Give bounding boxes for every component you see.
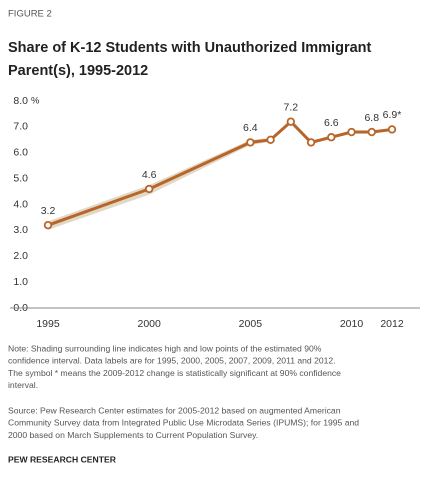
x-tick-label: 1995 (36, 318, 60, 330)
data-point (387, 125, 397, 134)
data-label: 6.4 (243, 122, 258, 134)
data-label: 6.9* (383, 109, 402, 121)
data-label: 6.8 (364, 112, 379, 124)
y-tick-label: 3.0 (13, 224, 28, 236)
y-unit: % (31, 96, 40, 107)
data-line (47, 120, 393, 227)
data-label: 7.2 (284, 101, 299, 113)
note: confidence interval. Data labels are for… (8, 356, 336, 366)
y-tick-label: 2.0 (13, 250, 28, 262)
data-label: 6.6 (324, 117, 339, 129)
x-tick-label: 2012 (380, 318, 404, 330)
x-tick-label: 2005 (239, 318, 263, 330)
data-point (367, 127, 376, 137)
data-point (286, 117, 296, 126)
data-label: 4.6 (142, 169, 157, 181)
note: The symbol * means the 2009-2012 change … (8, 368, 341, 378)
x-tick-label: 2000 (137, 318, 161, 330)
data-point (347, 127, 356, 137)
source: 2000 based on March Supplements to Curre… (8, 430, 258, 440)
y-tick-label: 8.0 (13, 95, 28, 107)
data-point (327, 133, 336, 142)
data-point (144, 184, 154, 194)
source: Community Survey data from Integrated Pu… (8, 418, 359, 428)
y-tick-label: 7.0 (13, 121, 28, 133)
chart-title: Share of K-12 Students with Unauthorized… (8, 40, 372, 56)
credit: PEW RESEARCH CENTER (8, 454, 117, 464)
note: Note: Shading surrounding line indicates… (8, 343, 322, 353)
data-label: 3.2 (41, 205, 56, 217)
data-point (266, 135, 275, 145)
data-point (306, 138, 316, 147)
data-point (246, 138, 255, 147)
chart-title: Parent(s), 1995-2012 (8, 63, 148, 79)
figure-label: FIGURE 2 (8, 9, 52, 20)
y-tick-label: 4.0 (13, 198, 28, 210)
x-tick-label: 2010 (340, 318, 364, 330)
source: Source: Pew Research Center estimates fo… (8, 405, 341, 415)
data-point (43, 220, 53, 230)
y-tick-label: 1.0 (13, 276, 28, 288)
y-tick-label: 6.0 (13, 147, 28, 159)
note: interval. (8, 380, 38, 390)
y-tick-label: 5.0 (13, 172, 28, 184)
